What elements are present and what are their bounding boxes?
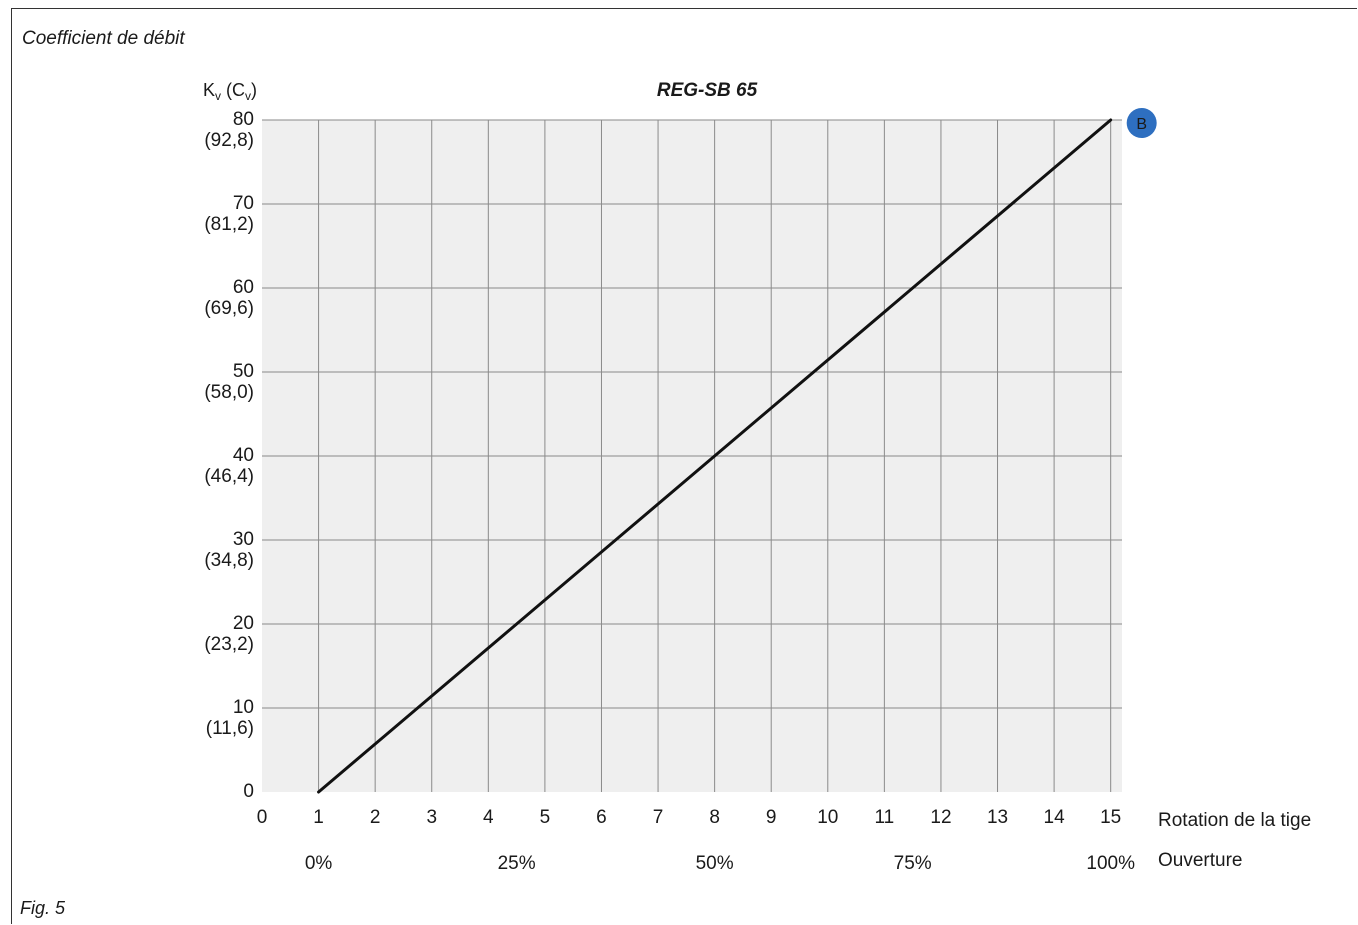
- y-tick-label-cv: (69,6): [204, 298, 254, 319]
- x-tick-label: 2: [370, 807, 381, 828]
- x-tick-label: 6: [596, 807, 607, 828]
- y-tick-label-kv: 10: [233, 697, 254, 718]
- opening-tick-label: 25%: [498, 853, 536, 874]
- x-tick-label: 7: [653, 807, 664, 828]
- opening-axis-label: Ouverture: [1158, 850, 1242, 871]
- y-tick-label-kv: 0: [243, 781, 254, 802]
- y-axis-label: Kv (Cv): [203, 80, 257, 103]
- opening-tick-label: 100%: [1086, 853, 1135, 874]
- y-tick-label-kv: 60: [233, 277, 254, 298]
- x-tick-labels: 0 1 2 3 4 5 6 7 8 9 10 11 12 13 14 15: [257, 807, 1122, 828]
- x-tick-label: 14: [1044, 807, 1066, 828]
- grid-lines: [262, 119, 1122, 792]
- x-tick-label: 12: [930, 807, 951, 828]
- marker-circle: [1126, 108, 1157, 138]
- x-tick-label: 9: [766, 807, 777, 828]
- y-label-main: K: [203, 80, 215, 100]
- figure-frame: [11, 8, 1357, 924]
- chart-title: REG-SB 65: [657, 80, 758, 101]
- x-tick-label: 0: [257, 807, 268, 828]
- section-title: Coefficient de débit: [22, 28, 185, 49]
- y-tick-label-kv: 50: [233, 361, 254, 382]
- y-label-paren-open: (C: [221, 80, 245, 100]
- y-tick-label-cv: (92,8): [204, 130, 254, 151]
- y-tick-label-cv: (46,4): [204, 466, 254, 487]
- x-tick-label: 4: [483, 807, 494, 828]
- y-label-paren-sub: v: [245, 89, 251, 103]
- x-axis-label: Rotation de la tige: [1158, 810, 1311, 831]
- point-marker: B: [1126, 108, 1157, 138]
- x-tick-label: 5: [540, 807, 551, 828]
- y-tick-label-cv: (81,2): [204, 214, 254, 235]
- series-line: [317, 118, 1113, 794]
- y-tick-labels: 0 10(11,6) 20(23,2) 30(34,8) 40(46,4) 50(58,0…: [204, 109, 254, 802]
- y-tick-label-cv: (34,8): [204, 550, 254, 571]
- opening-tick-labels: 0% 25% 50% 75% 100%: [305, 853, 1135, 874]
- opening-tick-label: 0%: [305, 853, 333, 874]
- y-tick-label-cv: (11,6): [206, 718, 254, 739]
- x-tick-label: 10: [817, 807, 838, 828]
- x-tick-label: 1: [313, 807, 324, 828]
- figure-caption: Fig. 5: [20, 898, 66, 918]
- y-tick-label-cv: (23,2): [204, 634, 254, 655]
- y-tick-label-kv: 30: [233, 529, 254, 550]
- y-label-paren-close: ): [251, 80, 257, 100]
- marker-label: B: [1136, 116, 1147, 133]
- x-tick-label: 3: [426, 807, 437, 828]
- y-tick-label-kv: 70: [233, 193, 254, 214]
- opening-tick-label: 75%: [894, 853, 932, 874]
- y-label-main-sub: v: [215, 89, 221, 103]
- opening-tick-label: 50%: [696, 853, 734, 874]
- y-tick-label-kv: 20: [233, 613, 254, 634]
- y-tick-label-cv: (58,0): [204, 382, 254, 403]
- x-tick-label: 15: [1100, 807, 1121, 828]
- series-group: [317, 118, 1113, 794]
- y-tick-label-kv: 80: [233, 109, 254, 130]
- x-tick-label: 13: [987, 807, 1008, 828]
- x-tick-label: 11: [875, 807, 895, 828]
- x-tick-label: 8: [709, 807, 720, 828]
- y-tick-label-kv: 40: [233, 445, 254, 466]
